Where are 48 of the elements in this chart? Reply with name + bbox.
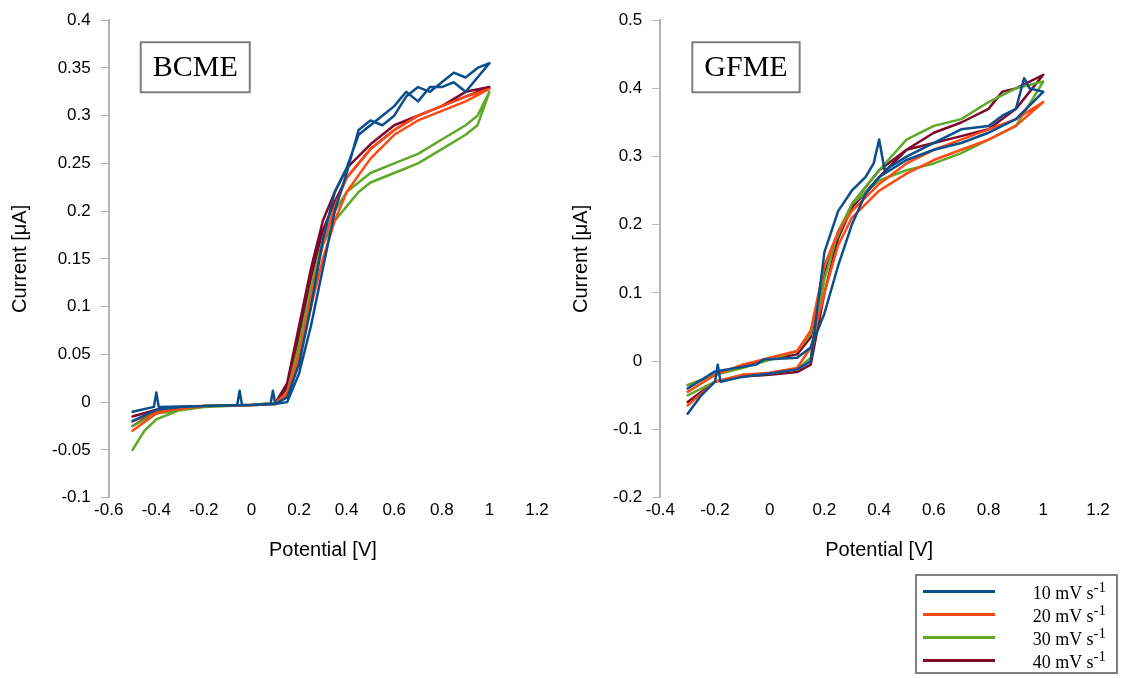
y-tick-label: 0.4: [67, 9, 91, 29]
y-tick-label: 0.05: [57, 344, 91, 364]
y-tick-label: -0.1: [613, 419, 643, 439]
legend-label: 20 mV s$^{-1}$: [1032, 602, 1106, 627]
x-tick-label: 0.2: [812, 500, 837, 520]
y-axis-title: Current [μA]: [7, 204, 30, 314]
x-tick-label: 0: [764, 500, 775, 520]
x-axis-title: Potential [V]: [825, 537, 934, 560]
y-tick-label: 0.3: [67, 105, 91, 125]
y-axis-title: Current [μA]: [568, 204, 591, 314]
x-tick-label: -0.4: [141, 500, 171, 520]
y-tick-label: -0.1: [61, 487, 91, 507]
x-axis-title: Potential [V]: [268, 537, 377, 560]
x-tick-label: 0.8: [976, 500, 1001, 520]
x-tick-label: 1: [484, 500, 495, 520]
x-tick-label: -0.4: [645, 500, 675, 520]
x-tick-label: -0.2: [700, 500, 730, 520]
x-tick-label: 0.2: [287, 500, 311, 520]
x-tick-label: -0.2: [189, 500, 219, 520]
y-tick-label: 0.3: [618, 146, 643, 166]
y-tick-label: -0.05: [52, 439, 91, 459]
legend-label: 30 mV s$^{-1}$: [1032, 625, 1106, 650]
x-tick-label: 0: [246, 500, 257, 520]
y-tick-label: -0.2: [613, 487, 643, 507]
y-tick-label: 0.35: [57, 57, 91, 77]
y-tick-label: 0.1: [67, 296, 91, 316]
y-tick-label: 0.5: [618, 9, 643, 29]
x-tick-label: 0.6: [382, 500, 407, 520]
y-tick-label: 0.4: [618, 78, 643, 98]
y-tick-label: 0.25: [57, 153, 91, 173]
y-tick-label: 0: [632, 350, 643, 370]
x-tick-label: 0.6: [922, 500, 946, 520]
annotation: GFME: [704, 49, 788, 83]
annotation: BCME: [152, 49, 238, 83]
legend-label: 40 mV s$^{-1}$: [1032, 648, 1106, 673]
x-tick-label: 1.2: [525, 500, 549, 520]
x-tick-label: 1.2: [1086, 500, 1110, 520]
y-tick-label: 0.2: [67, 200, 91, 220]
y-tick-label: 0.2: [618, 214, 643, 234]
x-tick-label: 0.4: [867, 500, 891, 520]
x-tick-label: -0.6: [94, 500, 124, 520]
x-tick-label: 0.4: [334, 500, 359, 520]
legend-label: 10 mV s$^{-1}$: [1032, 579, 1106, 604]
y-tick-label: 0.1: [618, 282, 643, 302]
y-tick-label: 0: [81, 391, 91, 411]
x-tick-label: 1: [1038, 500, 1049, 520]
y-tick-label: 0.15: [57, 248, 91, 268]
x-tick-label: 0.8: [430, 500, 454, 520]
